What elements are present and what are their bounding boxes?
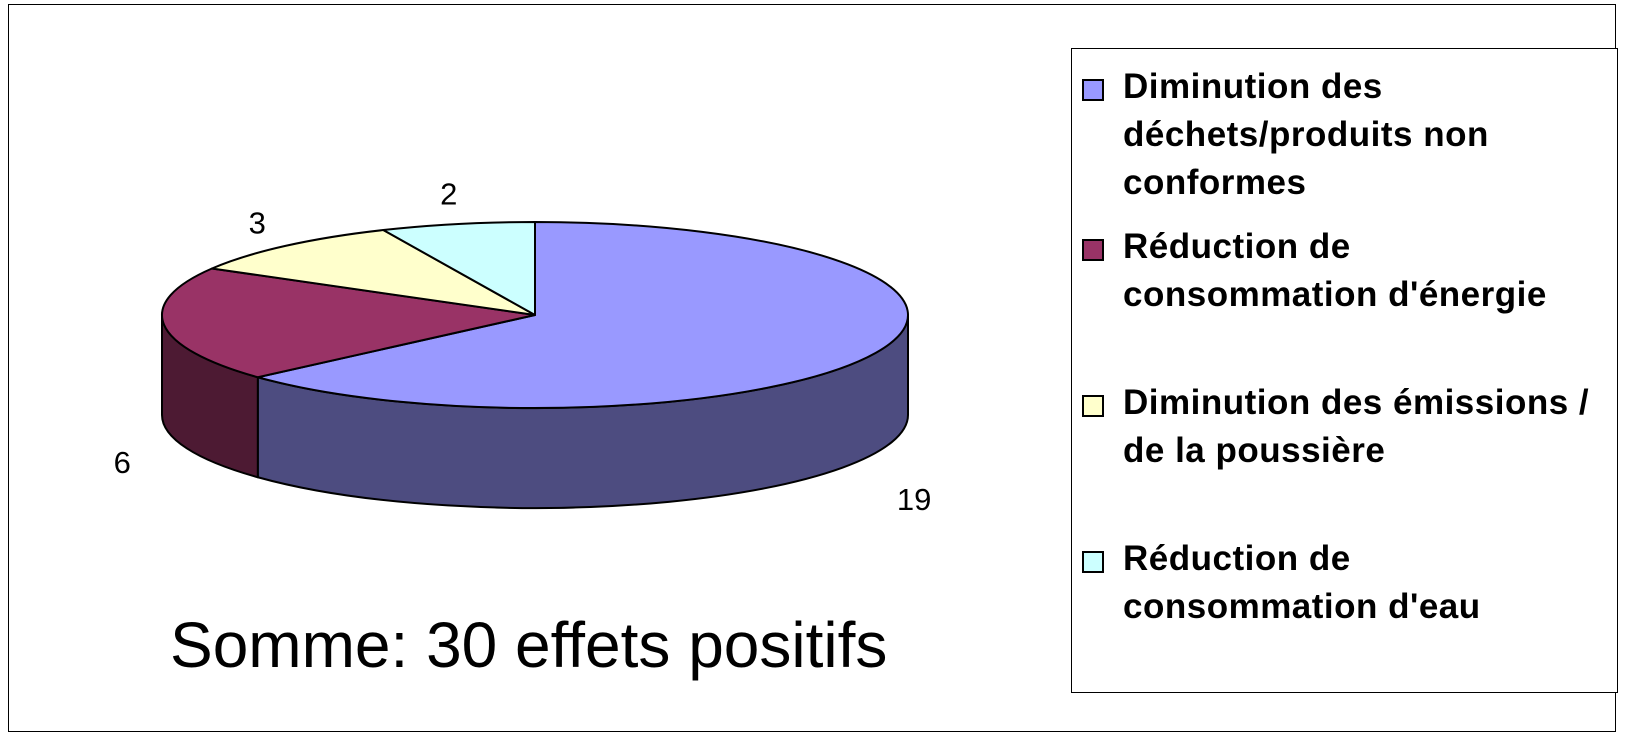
pie-labels: 19 6 3 2 — [114, 177, 932, 517]
pie-top — [161, 221, 909, 409]
data-label-reduction-de-consommation-d-eau: 2 — [440, 177, 457, 212]
legend-entry-reduction-de-consommation-d-energie: Réduction de consommation d'énergie — [1082, 223, 1602, 319]
legend: Diminution des déchets/produits non conf… — [1071, 48, 1618, 693]
legend-swatch — [1082, 395, 1104, 417]
data-label-diminution-des-dechets-produits-non-conformes: 19 — [897, 482, 931, 517]
chart-annotation: Somme: 30 effets positifs — [170, 609, 888, 681]
pie-slice-reduction-de-consommation-d-energie — [161, 267, 536, 379]
legend-entry-diminution-des-emissions-de-la-poussiere: Diminution des émissions / de la poussiè… — [1082, 379, 1602, 475]
legend-swatch — [1082, 239, 1104, 261]
legend-entry-diminution-des-dechets-produits-non-conformes: Diminution des déchets/produits non conf… — [1082, 63, 1602, 207]
legend-label: Réduction de consommation d'énergie — [1123, 227, 1547, 314]
pie-slice-diminution-des-emissions-de-la-poussiere — [210, 229, 536, 316]
data-label-reduction-de-consommation-d-energie: 6 — [114, 445, 131, 480]
pie-slice-reduction-de-consommation-d-eau — [382, 221, 536, 316]
legend-label: Diminution des émissions / de la poussiè… — [1123, 383, 1590, 470]
legend-entry-reduction-de-consommation-d-eau: Réduction de consommation d'eau — [1082, 535, 1602, 631]
legend-swatch — [1082, 551, 1104, 573]
pie-slice-diminution-des-dechets-produits-non-conformes — [256, 221, 909, 409]
legend-label: Diminution des déchets/produits non conf… — [1123, 67, 1489, 202]
legend-swatch — [1082, 79, 1104, 101]
legend-label: Réduction de consommation d'eau — [1123, 539, 1481, 626]
data-label-diminution-des-emissions-de-la-poussiere: 3 — [249, 206, 266, 241]
